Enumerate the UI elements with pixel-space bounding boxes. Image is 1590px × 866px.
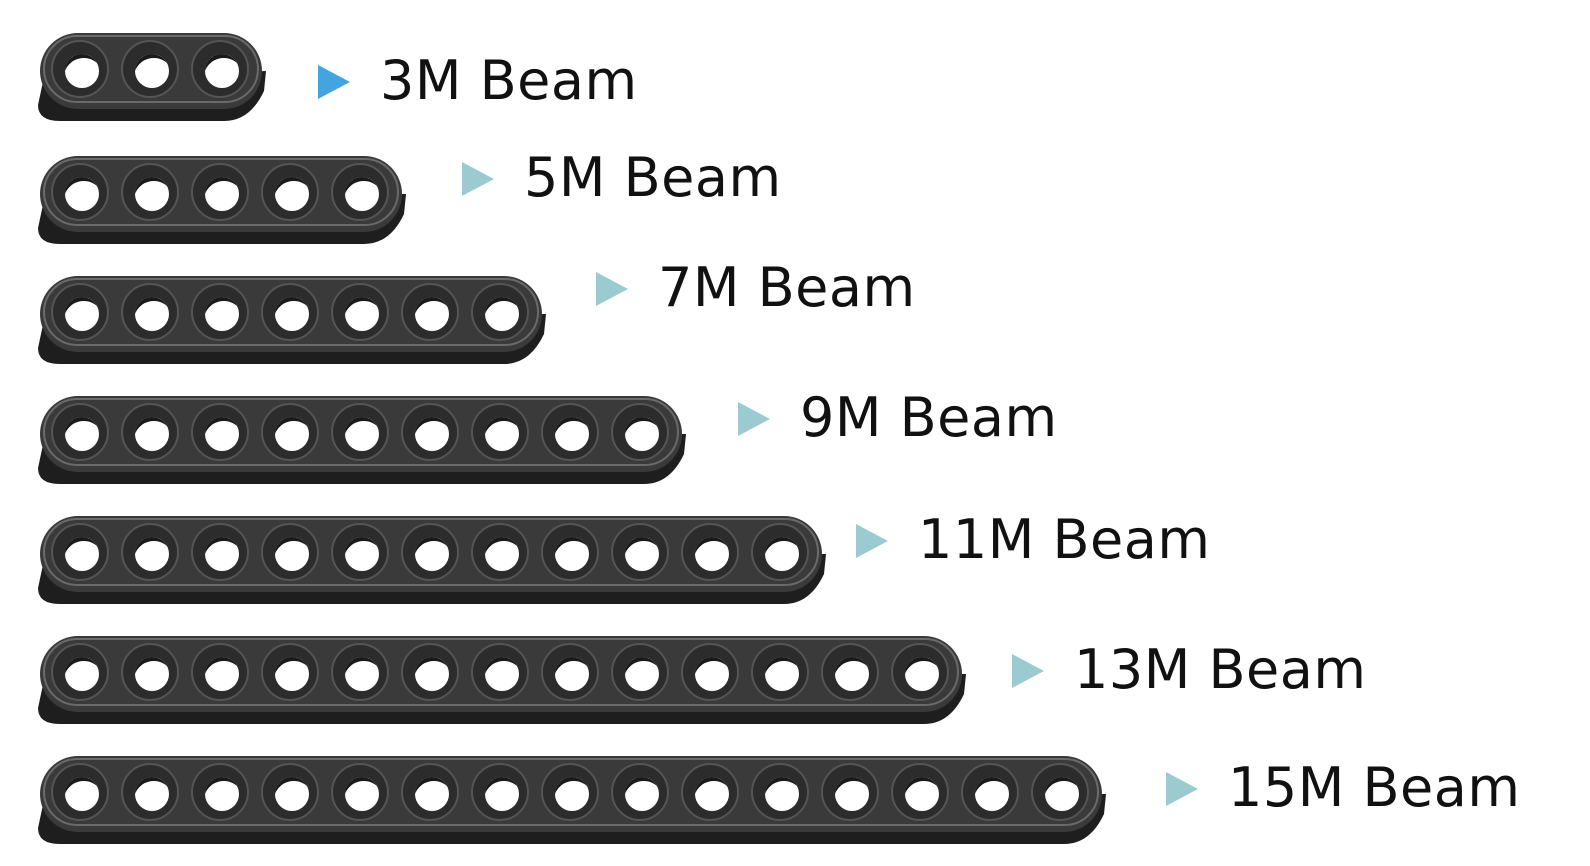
beam-9m-image — [38, 396, 686, 484]
beam-label: 15M Beam — [1228, 756, 1521, 819]
pin-hole-icon — [191, 523, 249, 581]
beam-row-13m: 13M Beam — [0, 628, 1590, 738]
beam-row-3m: 3M Beam — [0, 25, 1590, 135]
beam-label: 9M Beam — [800, 386, 1058, 449]
pin-hole-icon — [331, 163, 389, 221]
pin-hole-icon — [751, 763, 809, 821]
pin-hole-icon — [891, 643, 949, 701]
beam-row-9m: 9M Beam — [0, 388, 1590, 498]
pin-hole-icon — [821, 763, 879, 821]
beam-3m-image — [38, 33, 266, 121]
beam-label: 7M Beam — [658, 256, 916, 319]
pin-hole-icon — [471, 763, 529, 821]
beam-rim — [43, 518, 819, 586]
pin-hole-icon — [401, 643, 459, 701]
pin-hole-icon — [261, 523, 319, 581]
pin-hole-icon — [471, 403, 529, 461]
beam-11m-image — [38, 516, 826, 604]
bullet-arrow-icon — [596, 272, 628, 306]
pin-hole-icon — [331, 403, 389, 461]
pin-hole-icon — [891, 763, 949, 821]
pin-hole-icon — [191, 283, 249, 341]
pin-hole-icon — [681, 763, 739, 821]
beam-rim — [43, 278, 539, 346]
pin-hole-icon — [611, 763, 669, 821]
beam-13m-image — [38, 636, 966, 724]
pin-hole-icon — [471, 283, 529, 341]
bullet-arrow-icon — [462, 162, 494, 196]
pin-hole-icon — [191, 403, 249, 461]
pin-hole-icon — [331, 763, 389, 821]
pin-hole-icon — [331, 643, 389, 701]
pin-hole-icon — [121, 403, 179, 461]
pin-hole-icon — [541, 403, 599, 461]
pin-hole-icon — [1031, 763, 1089, 821]
pin-hole-icon — [121, 40, 179, 98]
pin-hole-icon — [471, 523, 529, 581]
pin-hole-icon — [191, 643, 249, 701]
beam-rim — [43, 398, 679, 466]
bullet-arrow-icon — [318, 65, 350, 99]
pin-hole-icon — [51, 163, 109, 221]
pin-hole-icon — [611, 523, 669, 581]
pin-hole-icon — [611, 403, 669, 461]
pin-hole-icon — [121, 283, 179, 341]
bullet-arrow-icon — [856, 524, 888, 558]
pin-hole-icon — [121, 643, 179, 701]
beam-row-7m: 7M Beam — [0, 258, 1590, 378]
beam-rim — [43, 158, 399, 226]
pin-hole-icon — [51, 40, 109, 98]
beam-label: 5M Beam — [524, 146, 782, 209]
pin-hole-icon — [331, 283, 389, 341]
beam-7m-image — [38, 276, 546, 364]
pin-hole-icon — [611, 643, 669, 701]
pin-hole-icon — [541, 643, 599, 701]
beam-row-5m: 5M Beam — [0, 148, 1590, 258]
pin-hole-icon — [401, 523, 459, 581]
pin-hole-icon — [191, 40, 249, 98]
pin-hole-icon — [261, 643, 319, 701]
pin-hole-icon — [51, 403, 109, 461]
pin-hole-icon — [751, 523, 809, 581]
bullet-arrow-icon — [1166, 772, 1198, 806]
beam-label: 3M Beam — [380, 49, 638, 112]
pin-hole-icon — [401, 403, 459, 461]
beam-5m-image — [38, 156, 406, 244]
pin-hole-icon — [121, 163, 179, 221]
pin-hole-icon — [401, 283, 459, 341]
pin-hole-icon — [261, 283, 319, 341]
pin-hole-icon — [121, 763, 179, 821]
beam-rim — [43, 638, 959, 706]
beam-label: 13M Beam — [1074, 638, 1367, 701]
bullet-arrow-icon — [738, 402, 770, 436]
pin-hole-icon — [331, 523, 389, 581]
beam-row-15m: 15M Beam — [0, 748, 1590, 858]
pin-hole-icon — [191, 763, 249, 821]
pin-hole-icon — [471, 643, 529, 701]
pin-hole-icon — [681, 523, 739, 581]
pin-hole-icon — [261, 163, 319, 221]
pin-hole-icon — [51, 643, 109, 701]
pin-hole-icon — [751, 643, 809, 701]
pin-hole-icon — [821, 643, 879, 701]
beam-label: 11M Beam — [918, 508, 1211, 571]
beam-rim — [43, 758, 1099, 826]
beam-row-11m: 11M Beam — [0, 508, 1590, 618]
pin-hole-icon — [191, 163, 249, 221]
pin-hole-icon — [401, 763, 459, 821]
pin-hole-icon — [961, 763, 1019, 821]
pin-hole-icon — [51, 763, 109, 821]
pin-hole-icon — [261, 403, 319, 461]
pin-hole-icon — [541, 523, 599, 581]
pin-hole-icon — [541, 763, 599, 821]
bullet-arrow-icon — [1012, 654, 1044, 688]
pin-hole-icon — [51, 283, 109, 341]
pin-hole-icon — [681, 643, 739, 701]
beam-15m-image — [38, 756, 1106, 844]
pin-hole-icon — [121, 523, 179, 581]
pin-hole-icon — [51, 523, 109, 581]
pin-hole-icon — [261, 763, 319, 821]
beam-rim — [43, 35, 259, 103]
